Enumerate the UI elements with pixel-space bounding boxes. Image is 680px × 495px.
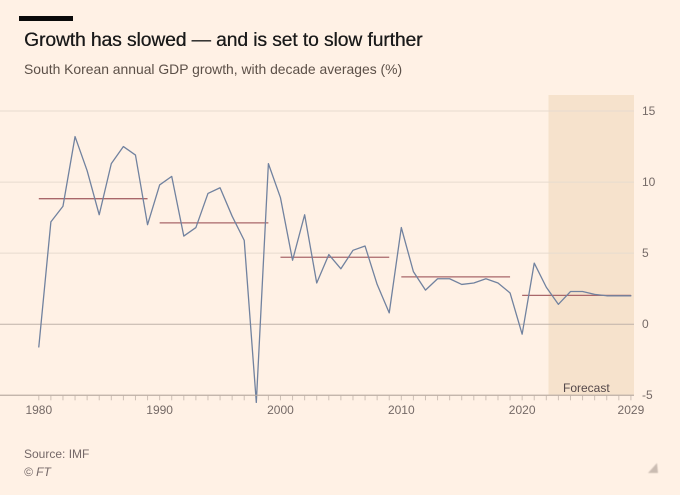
svg-text:-5: -5 xyxy=(642,388,653,402)
svg-text:2029: 2029 xyxy=(618,403,645,415)
svg-text:2000: 2000 xyxy=(267,403,294,415)
svg-text:10: 10 xyxy=(642,175,656,189)
svg-text:0: 0 xyxy=(642,317,649,331)
svg-text:15: 15 xyxy=(642,104,656,118)
svg-text:2020: 2020 xyxy=(509,403,536,415)
svg-text:5: 5 xyxy=(642,246,649,260)
svg-text:2010: 2010 xyxy=(388,403,415,415)
svg-text:1980: 1980 xyxy=(25,403,52,415)
svg-text:Forecast: Forecast xyxy=(563,381,610,395)
svg-text:1990: 1990 xyxy=(146,403,173,415)
